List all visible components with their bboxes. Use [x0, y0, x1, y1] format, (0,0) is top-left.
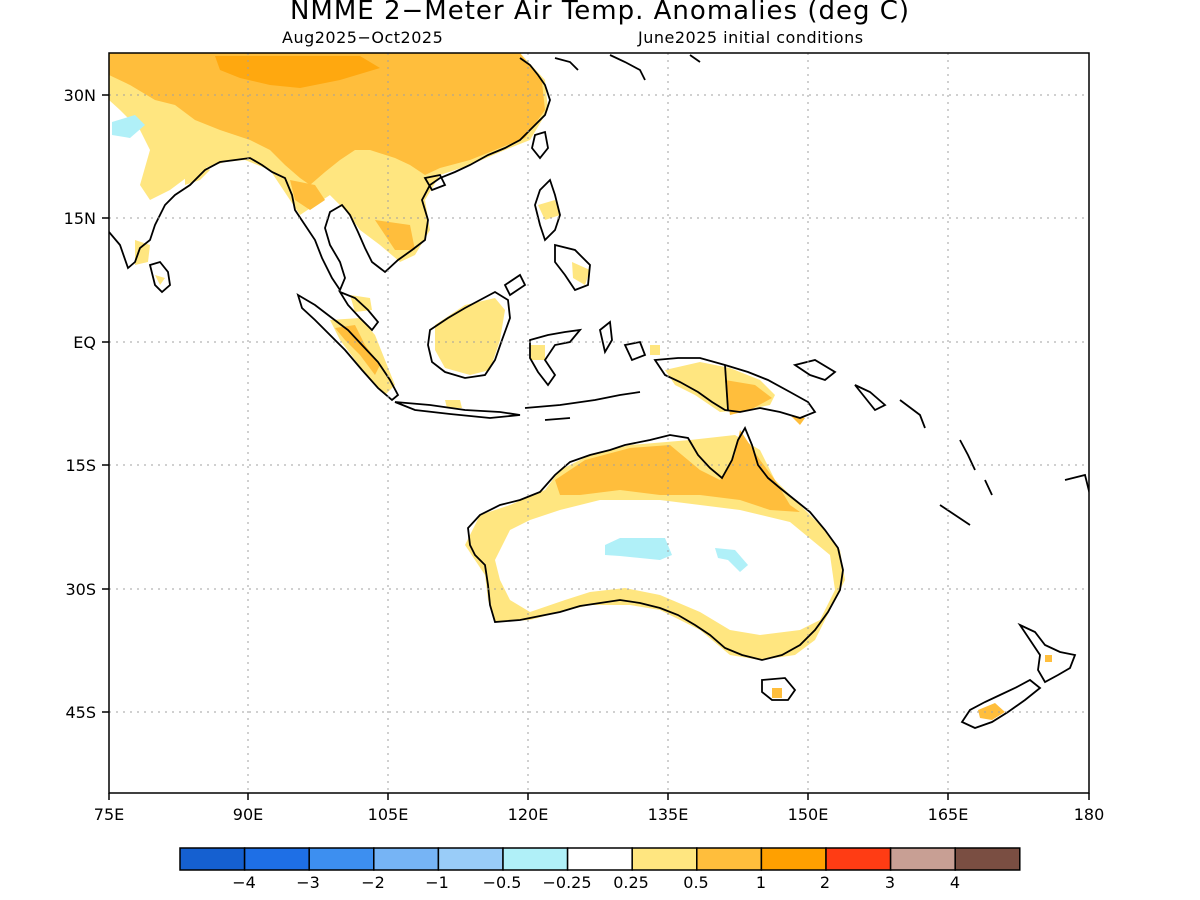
lat-label: 15N	[64, 209, 96, 228]
lon-label: 75E	[94, 805, 124, 824]
lat-label: 30N	[64, 86, 96, 105]
legend-swatch	[954, 847, 1021, 871]
coastline-sumatra	[296, 293, 400, 402]
legend-label: 0.5	[683, 873, 708, 892]
legend-swatch	[825, 847, 892, 871]
coastline-lesser-sunda	[524, 391, 641, 421]
legend-swatch	[760, 847, 827, 871]
coastline-philippines	[503, 178, 591, 297]
coastline-borneo	[427, 290, 511, 379]
legend-label: 3	[885, 873, 895, 892]
coastline-sulawesi	[529, 328, 583, 387]
anomaly-australia-white	[495, 500, 835, 635]
coastlines	[109, 54, 1089, 729]
legend-label: −4	[232, 873, 256, 892]
legend-swatch	[243, 847, 310, 871]
anomaly-india-blue	[112, 115, 145, 138]
lon-label: 135E	[648, 805, 689, 824]
anomaly-australia-blue1	[605, 538, 672, 560]
legend-label: 4	[950, 873, 960, 892]
legend-label: 0.25	[613, 873, 649, 892]
legend-swatch	[566, 847, 633, 871]
anomaly-indochina-orange	[290, 180, 415, 250]
legend-labels: −4 −3 −2 −1 −0.5 −0.25 0.25 0.5 1 2 3 4	[232, 873, 960, 892]
color-legend: −4 −3 −2 −1 −0.5 −0.25 0.25 0.5 1 2 3 4	[179, 847, 1021, 892]
legend-swatch	[437, 847, 504, 871]
legend-label: 2	[820, 873, 830, 892]
lon-label: 120E	[508, 805, 549, 824]
lon-label: 105E	[368, 805, 409, 824]
legend-label: −3	[296, 873, 320, 892]
forecast-period: Aug2025−Oct2025	[282, 28, 444, 47]
coastline-newzealand-north	[1017, 622, 1077, 684]
coastline-tasmania	[761, 677, 797, 701]
legend-swatch	[308, 847, 375, 871]
map-grid	[109, 53, 1089, 793]
anomaly-asia-orange	[109, 53, 545, 185]
longitude-labels: 75E 90E 105E 120E 135E 150E 165E 180	[94, 805, 1105, 824]
lat-label: 15S	[65, 456, 96, 475]
anomaly-borneo	[435, 298, 505, 375]
anomaly-tasmania	[772, 688, 782, 698]
coastline-java	[394, 401, 521, 419]
legend-label: 1	[756, 873, 766, 892]
lat-label: 30S	[65, 580, 96, 599]
anomaly-newguinea-orange	[725, 380, 805, 425]
anomaly-sumatra-orange	[335, 325, 380, 375]
lon-label: 90E	[233, 805, 263, 824]
lat-label: 45S	[65, 703, 96, 722]
lon-label: 165E	[928, 805, 969, 824]
legend-label: −0.25	[542, 873, 591, 892]
anomaly-newzealand	[978, 655, 1052, 720]
coastline-bismarck	[792, 359, 926, 429]
lon-label: 180	[1074, 805, 1105, 824]
map-title: NMME 2−Meter Air Temp. Anomalies (deg C)	[289, 0, 911, 26]
coastline-taiwan	[531, 130, 549, 160]
legend-swatch	[889, 847, 956, 871]
coastline-australia	[467, 425, 844, 661]
coastline-newguinea-border	[724, 364, 729, 411]
axis-ticks	[102, 94, 1090, 800]
anomaly-philippines	[538, 200, 590, 285]
legend-swatch	[631, 847, 698, 871]
anomaly-australia-orange	[555, 430, 800, 512]
latitude-labels: 30N 15N EQ 15S 30S 45S	[64, 86, 96, 722]
legend-label: −1	[425, 873, 449, 892]
lon-label: 150E	[788, 805, 829, 824]
legend-boxes	[179, 847, 1021, 871]
coastline-asia	[109, 57, 551, 292]
anomaly-asia-darkorange	[215, 56, 380, 88]
map-border	[108, 52, 1090, 794]
coastline-srilanka	[148, 260, 171, 294]
anomaly-fields	[109, 53, 1052, 720]
legend-swatch	[502, 847, 569, 871]
coastline-newzealand-south	[960, 678, 1042, 729]
legend-swatch	[696, 847, 763, 871]
anomaly-australia-blue2	[715, 548, 748, 572]
legend-swatch	[373, 847, 440, 871]
legend-label: −2	[361, 873, 385, 892]
coastline-hainan	[423, 173, 447, 192]
coastline-halmahera	[598, 320, 647, 362]
lat-label: EQ	[73, 333, 96, 352]
coastline-korea-japan	[554, 54, 701, 81]
legend-label: −0.5	[483, 873, 522, 892]
anomaly-india-light	[135, 155, 210, 285]
coastline-malay	[337, 290, 380, 332]
initial-conditions: June2025 initial conditions	[638, 28, 864, 47]
coastline-vanuatu-fiji	[939, 439, 1089, 526]
legend-swatch	[179, 847, 246, 871]
